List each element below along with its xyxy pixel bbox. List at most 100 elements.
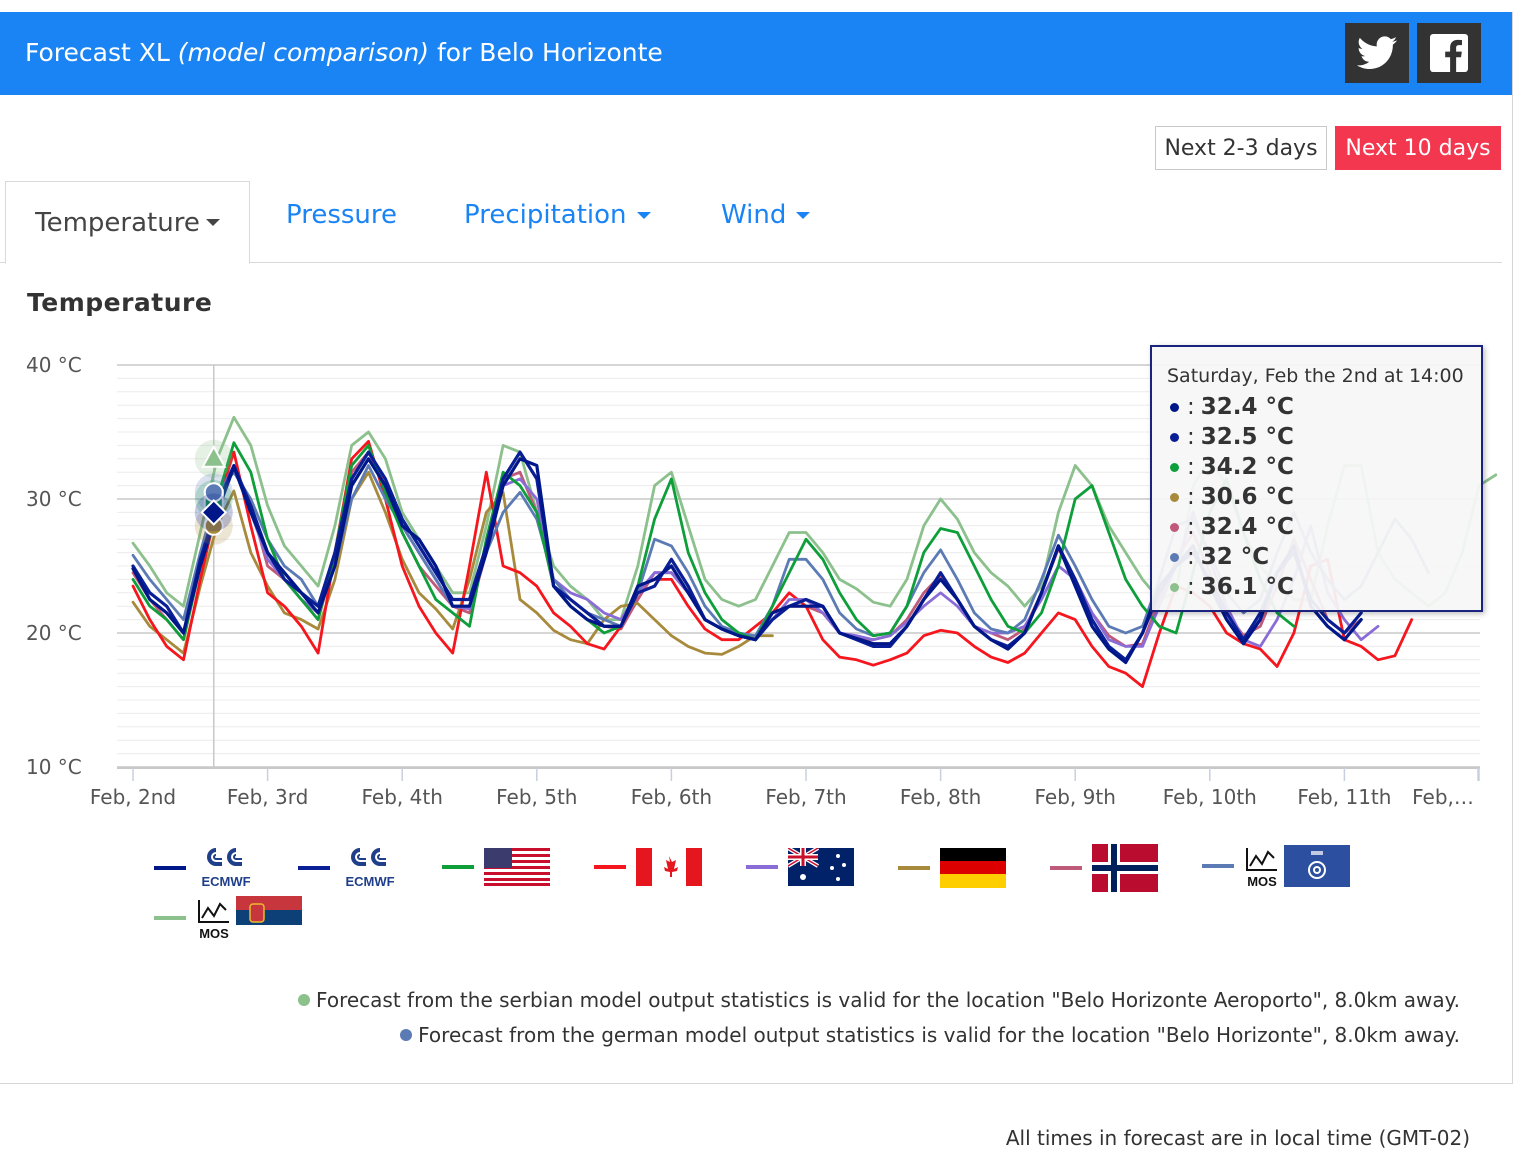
hover-marker <box>200 498 228 526</box>
next-2-3-days-button[interactable]: Next 2-3 days <box>1155 126 1327 170</box>
dwd-logo-icon <box>1284 845 1350 887</box>
tooltip-header: Saturday, Feb the 2nd at 14:00 <box>1167 365 1464 387</box>
title-prefix: Forecast XL <box>25 38 170 67</box>
legend-item-canada[interactable] <box>594 848 702 886</box>
legend-line <box>298 866 330 870</box>
tab-pressure[interactable]: Pressure <box>286 200 397 230</box>
tooltip-value: 34.2 °C <box>1200 454 1294 480</box>
y-tick-label: 30 °C <box>26 487 82 511</box>
x-tick-label: Feb, 10th <box>1163 785 1257 809</box>
chart-section-title: Temperature <box>27 288 213 317</box>
legend-line <box>154 866 186 870</box>
tooltip-colon: : <box>1187 574 1195 600</box>
ecmwf-logo-icon: ECMWF <box>201 848 251 889</box>
widget-header: Forecast XL (model comparison) for Belo … <box>0 12 1512 95</box>
tooltip-series-dot <box>1170 402 1179 412</box>
title-italic: (model comparison) <box>177 38 430 67</box>
mos-text: MOS <box>199 926 229 940</box>
tooltip-colon: : <box>1187 514 1195 540</box>
tooltip-row: :32 °C <box>1167 542 1481 572</box>
x-tick-label: Feb, 8th <box>900 785 981 809</box>
legend-line <box>746 865 778 869</box>
mos-text: MOS <box>1247 874 1277 888</box>
tab-wind-label: Wind <box>721 200 787 230</box>
share-facebook-button[interactable] <box>1417 23 1481 83</box>
chart-legend: ECMWF ECMWF <box>150 840 1480 950</box>
tooltip-series-dot <box>1170 552 1179 562</box>
tab-wind[interactable]: Wind <box>721 200 811 230</box>
tab-pressure-label: Pressure <box>286 200 398 230</box>
x-tick-label: Feb, 2nd <box>90 785 176 809</box>
ecmwf-text: ECMWF <box>345 874 394 889</box>
legend-line <box>1050 866 1082 870</box>
tooltip-row: :32.4 °C <box>1167 512 1481 542</box>
legend-line <box>898 866 930 870</box>
legend-item-usa[interactable] <box>442 848 550 886</box>
usa-flag-icon <box>484 848 550 886</box>
temperature-chart[interactable]: 10 °C 20 °C 30 °C 40 °C Feb, 2nd Feb, 3rd Feb,… <box>0 330 1512 830</box>
tooltip-series-dot <box>1170 492 1179 502</box>
tooltip-series-dot <box>1170 522 1179 532</box>
tooltip-series-dot <box>1170 582 1179 592</box>
x-tick-label: Feb, 4th <box>362 785 443 809</box>
note-serbian-mos: Forecast from the serbian model output s… <box>298 988 1460 1012</box>
chart-axes: 10 °C 20 °C 30 °C 40 °C Feb, 2nd Feb, 3rd Feb,… <box>26 353 1480 809</box>
mos-chart-icon: MOS <box>198 900 229 940</box>
x-tick-label: Feb, 7th <box>765 785 846 809</box>
tooltip-colon: : <box>1187 484 1195 510</box>
legend-item-ecmwf-2[interactable]: ECMWF <box>298 846 400 890</box>
legend-item-germany[interactable] <box>898 848 1006 888</box>
legend-item-mos-dwd[interactable]: MOS <box>1202 844 1350 888</box>
ecmwf-text: ECMWF <box>201 874 250 889</box>
x-tick-label: Feb, 3rd <box>227 785 308 809</box>
x-tick-label: Feb, 11th <box>1297 785 1391 809</box>
mos-chart-icon: MOS <box>1246 848 1277 888</box>
y-tick-label: 20 °C <box>26 621 82 645</box>
note-dot <box>298 994 311 1006</box>
x-tick-label: Feb,… <box>1412 785 1474 809</box>
legend-item-mos-serbia[interactable]: MOS <box>154 896 302 940</box>
share-twitter-button[interactable] <box>1345 23 1409 83</box>
hover-marker <box>201 444 227 468</box>
y-tick-label: 40 °C <box>26 353 82 377</box>
note-german-mos: Forecast from the german model output st… <box>400 1023 1460 1047</box>
serbia-flag-icon <box>236 896 302 940</box>
forecast-widget <box>0 12 1513 1084</box>
tabs-divider <box>0 262 1502 263</box>
tooltip-value: 32 °C <box>1200 544 1270 570</box>
series-line <box>131 470 774 656</box>
tooltip-value: 32.4 °C <box>1200 394 1294 420</box>
next-10-days-button[interactable]: Next 10 days <box>1335 126 1501 170</box>
tooltip-colon: : <box>1187 424 1195 450</box>
x-tick-label: Feb, 9th <box>1035 785 1116 809</box>
title-suffix: for Belo Horizonte <box>436 38 663 67</box>
tooltip-value: 30.6 °C <box>1200 484 1294 510</box>
chart-hover-markers <box>194 439 233 545</box>
tooltip-value: 36.1 °C <box>1200 574 1294 600</box>
tooltip-row: :30.6 °C <box>1167 482 1481 512</box>
tooltip-row: :36.1 °C <box>1167 572 1481 602</box>
chart-tooltip: Saturday, Feb the 2nd at 14:00 :32.4 °C:… <box>1150 345 1483 612</box>
legend-item-ecmwf-1[interactable]: ECMWF <box>154 846 256 890</box>
note-german-mos-text: Forecast from the german model output st… <box>418 1023 1460 1047</box>
chevron-down-icon <box>796 211 811 219</box>
tooltip-row: :32.5 °C <box>1167 422 1481 452</box>
tooltip-series-dot <box>1170 432 1179 442</box>
note-dot <box>400 1029 413 1041</box>
tab-precipitation[interactable]: Precipitation <box>464 200 651 230</box>
note-serbian-mos-text: Forecast from the serbian model output s… <box>316 988 1460 1012</box>
legend-line <box>442 865 474 869</box>
legend-item-australia[interactable] <box>746 848 854 886</box>
timezone-footer: All times in forecast are in local time … <box>1005 1126 1470 1150</box>
tab-temperature[interactable]: Temperature <box>5 181 250 264</box>
tooltip-colon: : <box>1187 394 1195 420</box>
chevron-down-icon <box>205 219 220 226</box>
x-tick-label: Feb, 6th <box>631 785 712 809</box>
legend-item-norway[interactable] <box>1050 844 1158 892</box>
legend-line <box>594 865 626 869</box>
chevron-down-icon <box>636 211 651 219</box>
facebook-icon <box>1430 34 1468 72</box>
tooltip-colon: : <box>1187 544 1195 570</box>
x-tick-label: Feb, 5th <box>496 785 577 809</box>
ecmwf-logo-icon: ECMWF <box>345 848 395 889</box>
